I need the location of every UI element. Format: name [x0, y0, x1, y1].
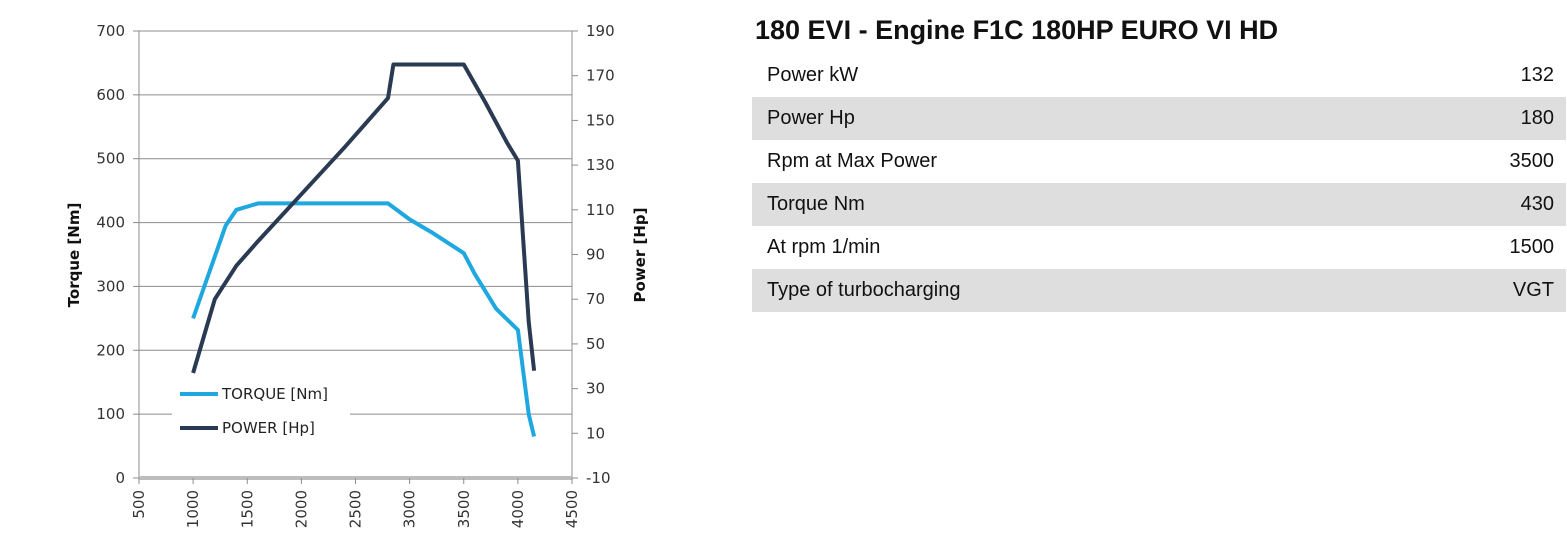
y2-tick-label: -10: [586, 469, 611, 487]
left-axis-title: Torque [Nm]: [65, 203, 83, 308]
legend-background: [172, 380, 350, 448]
spec-row: Rpm at Max Power 3500: [752, 140, 1566, 183]
y-tick-label: 100: [96, 405, 125, 423]
x-tick-label: 500: [130, 490, 148, 519]
spec-value: 1500: [1509, 236, 1555, 258]
y2-tick-label: 10: [586, 424, 605, 442]
x-tick-label: 3000: [401, 490, 419, 528]
torque-power-chart: 0 100 200 300 400 500 600 700 -10 10 30 50 70 90 110 1…: [65, 22, 649, 528]
spec-label: At rpm 1/min: [767, 236, 881, 258]
chart-legend: TORQUE [Nm] POWER [Hp]: [172, 380, 350, 448]
y-tick-label: 0: [115, 469, 125, 487]
spec-value: 132: [1520, 64, 1554, 86]
y-tick-label: 500: [96, 150, 125, 168]
y2-tick-label: 130: [586, 156, 615, 174]
y2-tick-label: 90: [586, 246, 605, 264]
x-tick-label: 3500: [455, 490, 473, 528]
x-tick-label: 1000: [184, 490, 202, 528]
spec-table: Power kW 132 Power Hp 180 Rpm at Max Power 35…: [752, 54, 1566, 312]
x-tick-label: 2500: [347, 490, 365, 528]
spec-row: Torque Nm 430: [752, 183, 1566, 226]
spec-row: At rpm 1/min 1500: [752, 226, 1566, 269]
y2-tick-label: 150: [586, 111, 615, 129]
y2-tick-label: 170: [586, 67, 615, 85]
y-tick-label: 600: [96, 86, 125, 104]
spec-label: Torque Nm: [767, 193, 865, 215]
grid-lines: [139, 30, 572, 415]
x-tick-label: 2000: [292, 490, 310, 528]
power-series-line: [191, 62, 537, 374]
y2-tick-label: 110: [586, 201, 615, 219]
y2-tick-label: 70: [586, 290, 605, 308]
y-tick-label: 700: [96, 22, 125, 40]
x-tick-label: 4000: [509, 490, 527, 528]
spec-label: Power Hp: [767, 107, 855, 129]
legend-torque-label: TORQUE [Nm]: [221, 385, 328, 403]
y2-tick-label: 30: [586, 380, 605, 398]
y2-tick-label: 190: [586, 22, 615, 40]
right-axis-ticks: -10 10 30 50 70 90 110 130 150 170 190: [572, 22, 615, 487]
spec-label: Power kW: [767, 64, 859, 86]
torque-series-line: [191, 201, 537, 437]
spec-value: VGT: [1512, 279, 1554, 301]
right-axis-title: Power [Hp]: [631, 208, 649, 303]
spec-title: 180 EVI - Engine F1C 180HP EURO VI HD: [755, 15, 1279, 45]
y-tick-label: 300: [96, 277, 125, 295]
y-tick-label: 200: [96, 341, 125, 359]
spec-value: 180: [1520, 107, 1554, 129]
spec-row: Power kW 132: [752, 54, 1566, 97]
x-axis-ticks: 500 1000 1500 2000 2500 3000 3500 4000 4500: [130, 478, 581, 528]
x-tick-label: 4500: [563, 490, 581, 528]
spec-row: Power Hp 180: [752, 97, 1566, 140]
series-lines: [191, 62, 537, 437]
x-tick-label: 1500: [238, 490, 256, 528]
spec-label: Type of turbocharging: [767, 279, 961, 301]
spec-label: Rpm at Max Power: [767, 150, 938, 172]
y-tick-label: 400: [96, 214, 125, 232]
spec-value: 430: [1520, 193, 1554, 215]
spec-value: 3500: [1509, 150, 1555, 172]
engine-spec-panel: 180 EVI - Engine F1C 180HP EURO VI HD Po…: [752, 12, 1566, 312]
legend-power-label: POWER [Hp]: [222, 419, 315, 437]
y2-tick-label: 50: [586, 335, 605, 353]
left-axis-ticks: 0 100 200 300 400 500 600 700: [96, 22, 139, 487]
spec-row: Type of turbocharging VGT: [752, 269, 1566, 312]
